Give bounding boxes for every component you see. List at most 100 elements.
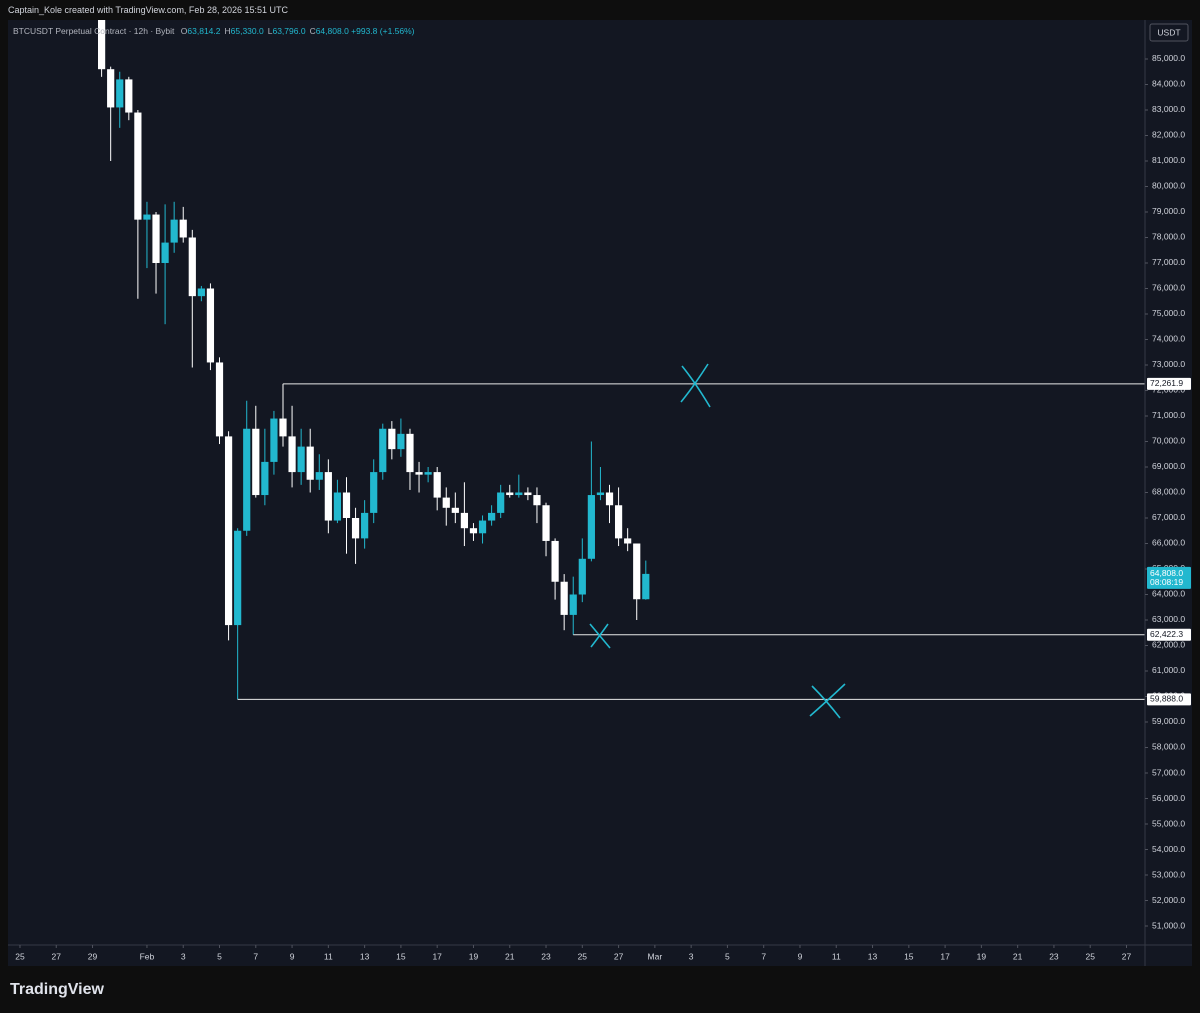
candle-body: [506, 492, 514, 496]
candle-body: [388, 428, 396, 450]
y-tick-label: 62,000.0: [1152, 640, 1185, 650]
ohlc-value: 64,808.0: [315, 26, 349, 36]
x-tick-label: 5: [725, 951, 730, 961]
logo: TradingView: [10, 981, 104, 998]
candle-body: [351, 517, 360, 539]
candle-body: [261, 461, 269, 496]
x-tick-label: 5: [217, 951, 222, 961]
y-tick-label: 69,000.0: [1152, 461, 1185, 471]
last-price-label: 64,808.0: [1150, 568, 1183, 578]
level-label: 62,422.3: [1150, 629, 1183, 639]
candle-body: [234, 530, 242, 626]
y-tick-label: 66,000.0: [1152, 538, 1185, 548]
candle-body: [143, 214, 151, 220]
candle-body: [551, 540, 559, 582]
candle-body: [596, 492, 605, 496]
currency-label: USDT: [1157, 27, 1180, 37]
x-tick-label: Feb: [140, 951, 155, 961]
candle-body: [424, 472, 432, 475]
candle-body: [460, 512, 468, 529]
candle-body: [170, 219, 178, 243]
x-tick-label: 21: [1013, 951, 1023, 961]
x-tick-label: 13: [360, 951, 370, 961]
y-tick-label: 82,000.0: [1152, 130, 1185, 140]
y-tick-label: 70,000.0: [1152, 436, 1185, 446]
x-tick-label: 15: [904, 951, 914, 961]
change: +993.8 (+1.56%): [351, 26, 415, 36]
candle-body: [478, 520, 487, 534]
candle-body: [197, 288, 205, 297]
candle-body: [152, 214, 160, 263]
candle-body: [361, 512, 369, 539]
x-tick-label: 19: [469, 951, 479, 961]
y-tick-label: 75,000.0: [1152, 308, 1185, 318]
ohlc: O63,814.2 H65,330.0 L63,796.0 C64,808.0: [177, 26, 349, 36]
x-tick-label: 25: [1085, 951, 1095, 961]
candle-body: [542, 505, 550, 541]
candle-body: [442, 497, 450, 508]
x-tick-label: 3: [181, 951, 186, 961]
y-tick-label: 56,000.0: [1152, 793, 1185, 803]
x-tick-label: 9: [798, 951, 803, 961]
candle-body: [315, 472, 323, 480]
candle-body: [125, 79, 133, 113]
last-price-badge: [1147, 566, 1191, 589]
y-tick-label: 67,000.0: [1152, 512, 1185, 522]
currency-box: [1149, 23, 1189, 42]
cross-mark: [589, 623, 611, 649]
candle-body: [270, 418, 278, 462]
candle-body: [107, 69, 115, 108]
x-tick-label: 15: [396, 951, 406, 961]
x-tick-label: 29: [88, 951, 98, 961]
y-tick-label: 84,000.0: [1152, 79, 1185, 89]
y-tick-label: 76,000.0: [1152, 283, 1185, 293]
countdown: 08:08:19: [1150, 577, 1183, 587]
credit: Captain_Kole created with TradingView.co…: [8, 5, 288, 15]
candle-body: [324, 472, 332, 521]
x-tick-label: 23: [1049, 951, 1059, 961]
y-tick-label: 81,000.0: [1152, 155, 1185, 165]
ohlc-value: 65,330.0: [230, 26, 264, 36]
candle-body: [633, 543, 641, 600]
candle-body: [524, 492, 532, 496]
y-tick-label: 80,000.0: [1152, 181, 1185, 191]
legend: BTCUSDT Perpetual Contract · 12h · Bybit…: [13, 26, 415, 36]
ohlc-key: H: [224, 26, 231, 36]
level-label: 59,888.0: [1150, 694, 1183, 704]
symbol: BTCUSDT Perpetual Contract · 12h · Bybit: [13, 26, 175, 36]
x-tick-label: 9: [290, 951, 295, 961]
candle-body: [188, 237, 196, 297]
candle-body: [279, 418, 287, 437]
candle-body: [379, 428, 387, 473]
candle-body: [605, 492, 614, 506]
x-tick-label: 25: [578, 951, 588, 961]
candle-body: [370, 472, 378, 513]
candle-body: [469, 528, 478, 534]
candle-body: [433, 472, 441, 498]
x-tick-label: 21: [505, 951, 515, 961]
y-tick-label: 54,000.0: [1152, 844, 1185, 854]
ohlc-value: 63,814.2: [187, 26, 221, 36]
x-tick-label: 27: [1122, 951, 1132, 961]
candle-body: [333, 492, 342, 521]
candle-body: [342, 492, 351, 518]
x-tick-label: 3: [689, 951, 694, 961]
y-tick-label: 59,000.0: [1152, 716, 1185, 726]
level-label: 72,261.9: [1150, 378, 1183, 388]
candle-body: [116, 79, 124, 108]
ohlc-key: L: [267, 26, 273, 36]
candle-body: [614, 505, 623, 539]
x-tick-label: 27: [614, 951, 624, 961]
candle-body: [515, 492, 523, 496]
y-tick-label: 85,000.0: [1152, 53, 1185, 63]
candle-body: [98, 20, 106, 70]
x-tick-label: Mar: [648, 951, 663, 961]
y-tick-label: 73,000.0: [1152, 359, 1185, 369]
level-badge: [1147, 693, 1191, 706]
y-tick-label: 71,000.0: [1152, 410, 1185, 420]
candle-body: [252, 428, 260, 496]
cross-mark: [680, 363, 711, 408]
x-tick-label: 23: [541, 951, 551, 961]
